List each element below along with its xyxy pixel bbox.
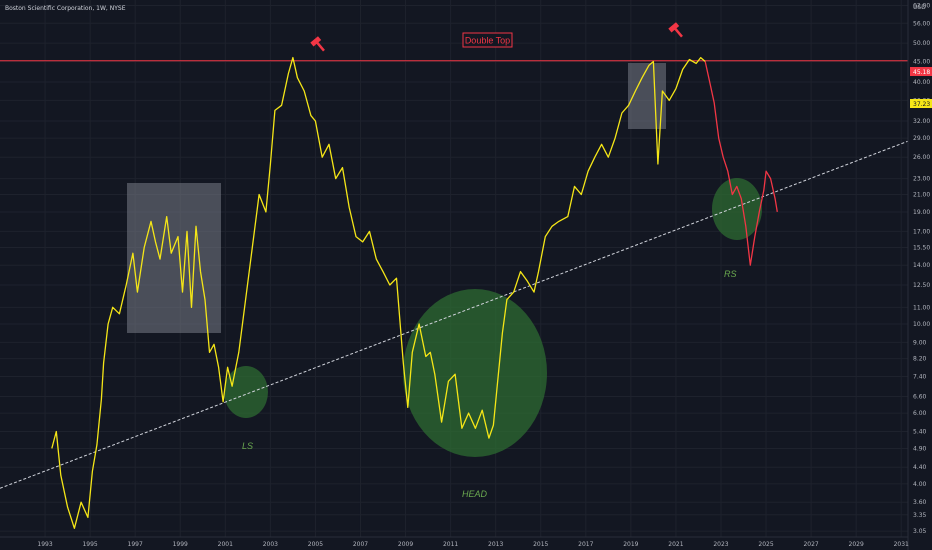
y-tick-label: 29.00 xyxy=(913,135,930,142)
double-top-box xyxy=(462,32,513,48)
y-tick-label: 7.40 xyxy=(913,374,927,381)
y-tick-label: 10.00 xyxy=(913,321,930,328)
y-tick-label: 12.50 xyxy=(913,282,930,289)
y-tick-label: 8.20 xyxy=(913,356,927,363)
x-tick-label: 2011 xyxy=(443,541,458,548)
y-tick-label: 56.00 xyxy=(913,20,930,27)
highlight-boxes xyxy=(127,63,666,333)
y-tick-label: 62.00 xyxy=(913,3,930,10)
y-tick-label: 14.00 xyxy=(913,262,930,269)
price-line-uptrend[interactable] xyxy=(51,56,706,529)
x-tick-label: 2031 xyxy=(894,541,909,548)
y-tick-label: 6.00 xyxy=(913,410,927,417)
x-axis-ticks: 1993 1995 1997 1999 2001 2003 2005 2007 2009 2011… xyxy=(37,541,909,548)
y-axis-panel xyxy=(908,0,932,550)
x-tick-label: 2013 xyxy=(488,541,503,548)
price-series xyxy=(51,56,778,529)
hammer-icon xyxy=(668,22,683,38)
x-tick-label: 2021 xyxy=(668,541,683,548)
y-tick-label: 4.00 xyxy=(913,481,927,488)
x-tick-label: 2017 xyxy=(578,541,593,548)
x-tick-label: 1997 xyxy=(128,541,143,548)
x-tick-label: 2023 xyxy=(713,541,728,548)
y-tick-label: 32.00 xyxy=(913,118,930,125)
y-tick-label: 3.05 xyxy=(913,528,927,535)
y-axis-ticks: 62.0056.0050.0045.0040.0036.0032.0029.00… xyxy=(913,3,930,536)
price-badge-2-bg xyxy=(910,99,932,108)
y-tick-label: 3.60 xyxy=(913,499,927,506)
x-tick-label: 2009 xyxy=(398,541,413,548)
x-tick-label: 2003 xyxy=(263,541,278,548)
y-tick-label: 3.35 xyxy=(913,512,927,519)
pattern-ellipses xyxy=(224,178,762,457)
chart-title: Boston Scientific Corporation, 1W, NYSE xyxy=(5,5,126,12)
y-tick-label: 4.90 xyxy=(913,445,927,452)
ls-label: LS xyxy=(242,441,253,451)
double-top-label: Double Top xyxy=(465,36,510,46)
y-tick-label: 50.00 xyxy=(913,40,930,47)
y-tick-label: 6.60 xyxy=(913,393,927,400)
y-tick-label: 19.00 xyxy=(913,209,930,216)
currency-label: USD xyxy=(913,4,926,11)
y-tick-label: 26.00 xyxy=(913,154,930,161)
y-tick-label: 5.40 xyxy=(913,428,927,435)
x-tick-label: 2007 xyxy=(353,541,368,548)
trendline[interactable] xyxy=(0,140,909,489)
hammer-icon xyxy=(310,36,325,52)
y-tick-label: 15.50 xyxy=(913,244,930,251)
x-tick-label: 1993 xyxy=(37,541,52,548)
y-tick-label: 4.40 xyxy=(913,464,927,471)
rs-ellipse xyxy=(712,178,762,240)
head-label: HEAD xyxy=(462,489,488,499)
y-tick-label: 21.00 xyxy=(913,191,930,198)
y-tick-label: 11.00 xyxy=(913,304,930,311)
head-ellipse xyxy=(403,289,547,457)
x-tick-label: 2005 xyxy=(308,541,323,548)
x-tick-label: 2015 xyxy=(533,541,548,548)
y-tick-label: 17.00 xyxy=(913,228,930,235)
price-badge-1: 45.18 xyxy=(913,69,930,76)
y-tick-label: 45.00 xyxy=(913,58,930,65)
y-tick-label: 9.00 xyxy=(913,339,927,346)
x-tick-label: 1999 xyxy=(173,541,188,548)
price-badge-2: 37.23 xyxy=(913,101,930,108)
y-tick-label: 23.00 xyxy=(913,176,930,183)
x-tick-label: 2027 xyxy=(803,541,818,548)
x-tick-label: 2025 xyxy=(758,541,773,548)
range-box-1997 xyxy=(127,183,221,333)
x-tick-label: 1995 xyxy=(82,541,97,548)
y-tick-label: 40.00 xyxy=(913,79,930,86)
range-box-2019 xyxy=(628,63,666,129)
price-badge-1-bg xyxy=(910,67,932,76)
rs-label: RS xyxy=(724,269,737,279)
x-tick-label: 2029 xyxy=(849,541,864,548)
x-tick-label: 2019 xyxy=(623,541,638,548)
x-tick-label: 2001 xyxy=(218,541,233,548)
ls-ellipse xyxy=(224,366,268,418)
price-line-downtrend[interactable] xyxy=(704,61,778,266)
